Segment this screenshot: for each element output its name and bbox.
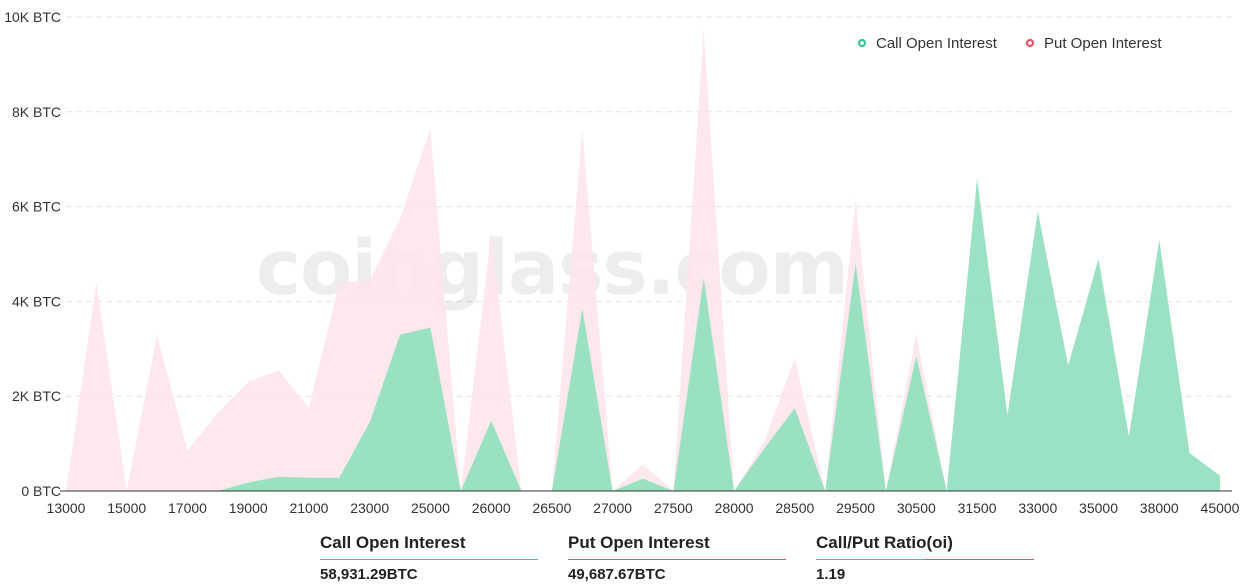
- put-oi-stat: Put Open Interest 49,687.67BTC: [568, 530, 786, 583]
- x-tick-label: 21000: [289, 500, 328, 516]
- x-tick-label: 26500: [532, 500, 571, 516]
- y-tick-label: 6K BTC: [12, 199, 61, 215]
- x-tick-label: 33000: [1018, 500, 1057, 516]
- legend[interactable]: Call Open Interest Put Open Interest: [857, 35, 1162, 52]
- put-oi-underline: [568, 559, 786, 560]
- legend-label: Call Open Interest: [876, 35, 998, 52]
- x-tick-label: 23000: [350, 500, 389, 516]
- call-oi-area: [66, 178, 1220, 491]
- x-tick-label: 27000: [593, 500, 632, 516]
- y-tick-label: 4K BTC: [12, 293, 61, 309]
- call-oi-value: 58,931.29BTC: [320, 566, 418, 583]
- put-oi-label: Put Open Interest: [568, 533, 710, 552]
- y-tick-label: 0 BTC: [21, 483, 61, 499]
- axes: 0 BTC 2K BTC 4K BTC 6K BTC 8K BTC 10K BTC 1300…: [4, 9, 1239, 516]
- ratio-underline: [816, 559, 1034, 560]
- ratio-value: 1.19: [816, 566, 846, 583]
- ratio-label: Call/Put Ratio(oi): [816, 533, 953, 552]
- y-tick-label: 10K BTC: [4, 9, 61, 25]
- legend-label: Put Open Interest: [1044, 35, 1162, 52]
- x-tick-label: 38000: [1140, 500, 1179, 516]
- x-tick-label: 30500: [897, 500, 936, 516]
- x-tick-label: 25000: [411, 500, 450, 516]
- x-tick-label: 28500: [775, 500, 814, 516]
- legend-put[interactable]: Put Open Interest: [1025, 35, 1162, 52]
- x-tick-label: 27500: [654, 500, 693, 516]
- put-oi-area: [66, 28, 1220, 492]
- y-tick-label: 8K BTC: [12, 104, 61, 120]
- summary-panel: Call Open Interest 58,931.29BTC Put Open…: [320, 530, 1064, 583]
- x-tick-label: 28000: [715, 500, 754, 516]
- ratio-stat: Call/Put Ratio(oi) 1.19: [816, 530, 1034, 583]
- legend-marker-icon: [1025, 38, 1035, 48]
- call-oi-label: Call Open Interest: [320, 533, 466, 552]
- x-tick-label: 45000: [1201, 500, 1240, 516]
- call-oi-underline: [320, 559, 538, 560]
- x-tick-label: 19000: [229, 500, 268, 516]
- legend-marker-icon: [857, 38, 867, 48]
- x-tick-label: 15000: [107, 500, 146, 516]
- x-tick-label: 35000: [1079, 500, 1118, 516]
- x-tick-label: 13000: [47, 500, 86, 516]
- y-tick-label: 2K BTC: [12, 388, 61, 404]
- series-areas: [66, 28, 1220, 492]
- put-oi-value: 49,687.67BTC: [568, 566, 666, 583]
- x-tick-label: 26000: [472, 500, 511, 516]
- call-oi-stat: Call Open Interest 58,931.29BTC: [320, 530, 538, 583]
- legend-call[interactable]: Call Open Interest: [857, 35, 998, 52]
- x-tick-label: 31500: [958, 500, 997, 516]
- x-tick-label: 17000: [168, 500, 207, 516]
- x-tick-label: 29500: [836, 500, 875, 516]
